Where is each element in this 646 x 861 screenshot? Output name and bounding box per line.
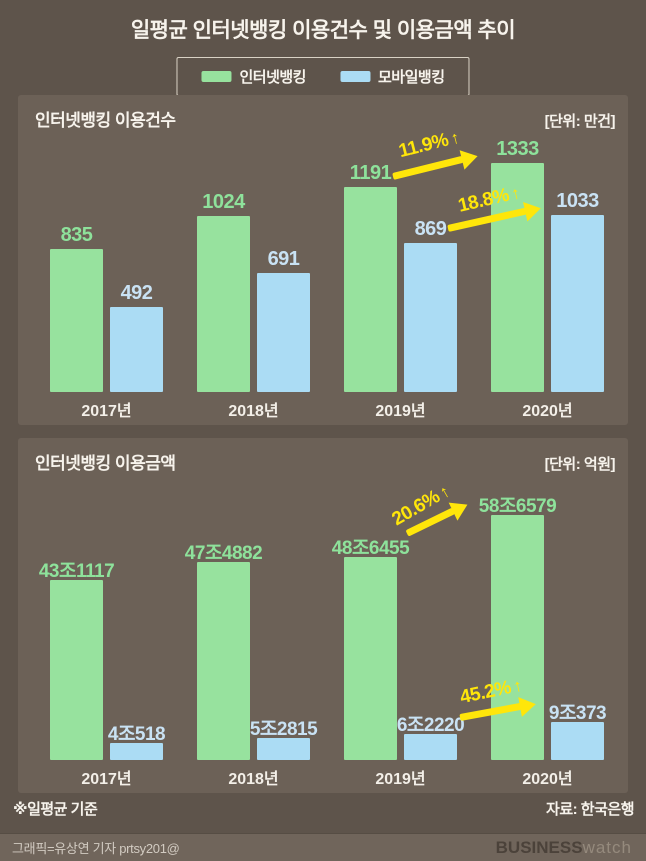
chart-panel-usage-count: 인터넷뱅킹 이용건수 [단위: 만건] 835 492 2017년 1024 691 20…: [18, 95, 628, 425]
panel-title: 인터넷뱅킹 이용금액: [35, 454, 176, 473]
x-axis-label: 2019년: [375, 771, 426, 788]
bar-value-label: 43조1117: [38, 561, 115, 582]
bar-value-label: 48조6455: [331, 538, 410, 559]
x-axis-label: 2017년: [81, 403, 132, 420]
legend-item-internet-banking: 인터넷뱅킹: [201, 66, 306, 87]
page-title: 일평균 인터넷뱅킹 이용건수 및 이용금액 추이: [130, 19, 516, 42]
bar-chart-usage-count: 835 492 2017년 1024 691 2018년 1191 869 2019년 1333 1…: [18, 95, 628, 425]
bar-value-label: 47조4882: [184, 543, 263, 564]
x-axis-label: 2020년: [522, 403, 573, 420]
bar-mobile-banking: [551, 722, 604, 760]
bar-mobile-banking: [404, 734, 457, 760]
bar-mobile-banking: [110, 307, 163, 392]
chart-panel-usage-amount: 인터넷뱅킹 이용금액 [단위: 억원] 43조1117 4조518 2017년 47조…: [18, 438, 628, 793]
bar-internet-banking: [197, 562, 250, 760]
logo-text-light: watch: [582, 837, 632, 857]
x-axis-label: 2020년: [522, 771, 573, 788]
bar-value-label: 1033: [556, 190, 599, 212]
bar-internet-banking: [197, 216, 250, 392]
bar-value-label: 835: [60, 224, 93, 246]
bar-internet-banking: [344, 187, 397, 392]
bar-value-label: 58조6579: [478, 496, 557, 517]
source-label: 자료: 한국은행: [546, 801, 634, 818]
panel-header: 인터넷뱅킹 이용금액 [단위: 억원]: [35, 449, 616, 474]
bar-value-label: 1333: [496, 138, 539, 160]
bar-mobile-banking: [110, 743, 163, 760]
internet-banking-swatch: [201, 71, 232, 82]
mobile-banking-swatch: [340, 71, 370, 82]
panel-title: 인터넷뱅킹 이용건수: [35, 111, 176, 130]
x-axis-label: 2018년: [228, 771, 279, 788]
panel-header: 인터넷뱅킹 이용건수 [단위: 만건]: [35, 106, 616, 131]
bar-value-label: 1191: [349, 162, 392, 184]
x-axis-label: 2019년: [375, 403, 426, 420]
legend-item-mobile-banking: 모바일뱅킹: [340, 66, 445, 87]
logo-text-bold: BUSINESS: [495, 837, 583, 857]
x-axis-label: 2018년: [228, 403, 279, 420]
bottom-bar: 그래픽=유상연 기자 prtsy201@ BUSINESSwatch: [0, 833, 646, 861]
bar-value-label: 869: [414, 218, 447, 240]
bar-mobile-banking: [257, 738, 310, 760]
bar-internet-banking: [344, 557, 397, 760]
bar-value-label: 4조518: [107, 724, 166, 745]
bar-value-label: 9조373: [548, 703, 607, 724]
bar-mobile-banking: [404, 243, 457, 392]
bar-mobile-banking: [257, 273, 310, 392]
footer-notes: ※일평균 기준 자료: 한국은행: [13, 798, 634, 819]
bar-value-label: 6조2220: [396, 715, 465, 736]
legend: 인터넷뱅킹 모바일뱅킹: [176, 57, 470, 96]
credit-label: 그래픽=유상연 기자 prtsy201@: [12, 841, 180, 856]
x-axis-label: 2017년: [81, 771, 132, 788]
bar-value-label: 1024: [202, 191, 245, 213]
legend-label: 인터넷뱅킹: [239, 69, 306, 86]
bar-internet-banking: [50, 249, 103, 392]
up-arrow-icon: ↑: [448, 127, 461, 149]
unit-label: [단위: 억원]: [544, 456, 616, 473]
bar-value-label: 691: [267, 248, 300, 270]
footnote: ※일평균 기준: [13, 801, 98, 818]
growth-rate-value: 20.6%: [388, 486, 444, 531]
legend-label: 모바일뱅킹: [378, 69, 445, 86]
bar-value-label: 492: [120, 282, 153, 304]
bar-mobile-banking: [551, 215, 604, 392]
bar-internet-banking: [491, 515, 544, 760]
bar-chart-usage-amount: 43조1117 4조518 2017년 47조4882 5조2815 2018년 48조64…: [18, 438, 628, 793]
businesswatch-logo: BUSINESSwatch: [496, 838, 632, 858]
unit-label: [단위: 만건]: [544, 113, 616, 130]
growth-rate-value: 11.9%: [396, 129, 451, 163]
bar-internet-banking: [50, 580, 103, 760]
bar-value-label: 5조2815: [249, 719, 318, 740]
